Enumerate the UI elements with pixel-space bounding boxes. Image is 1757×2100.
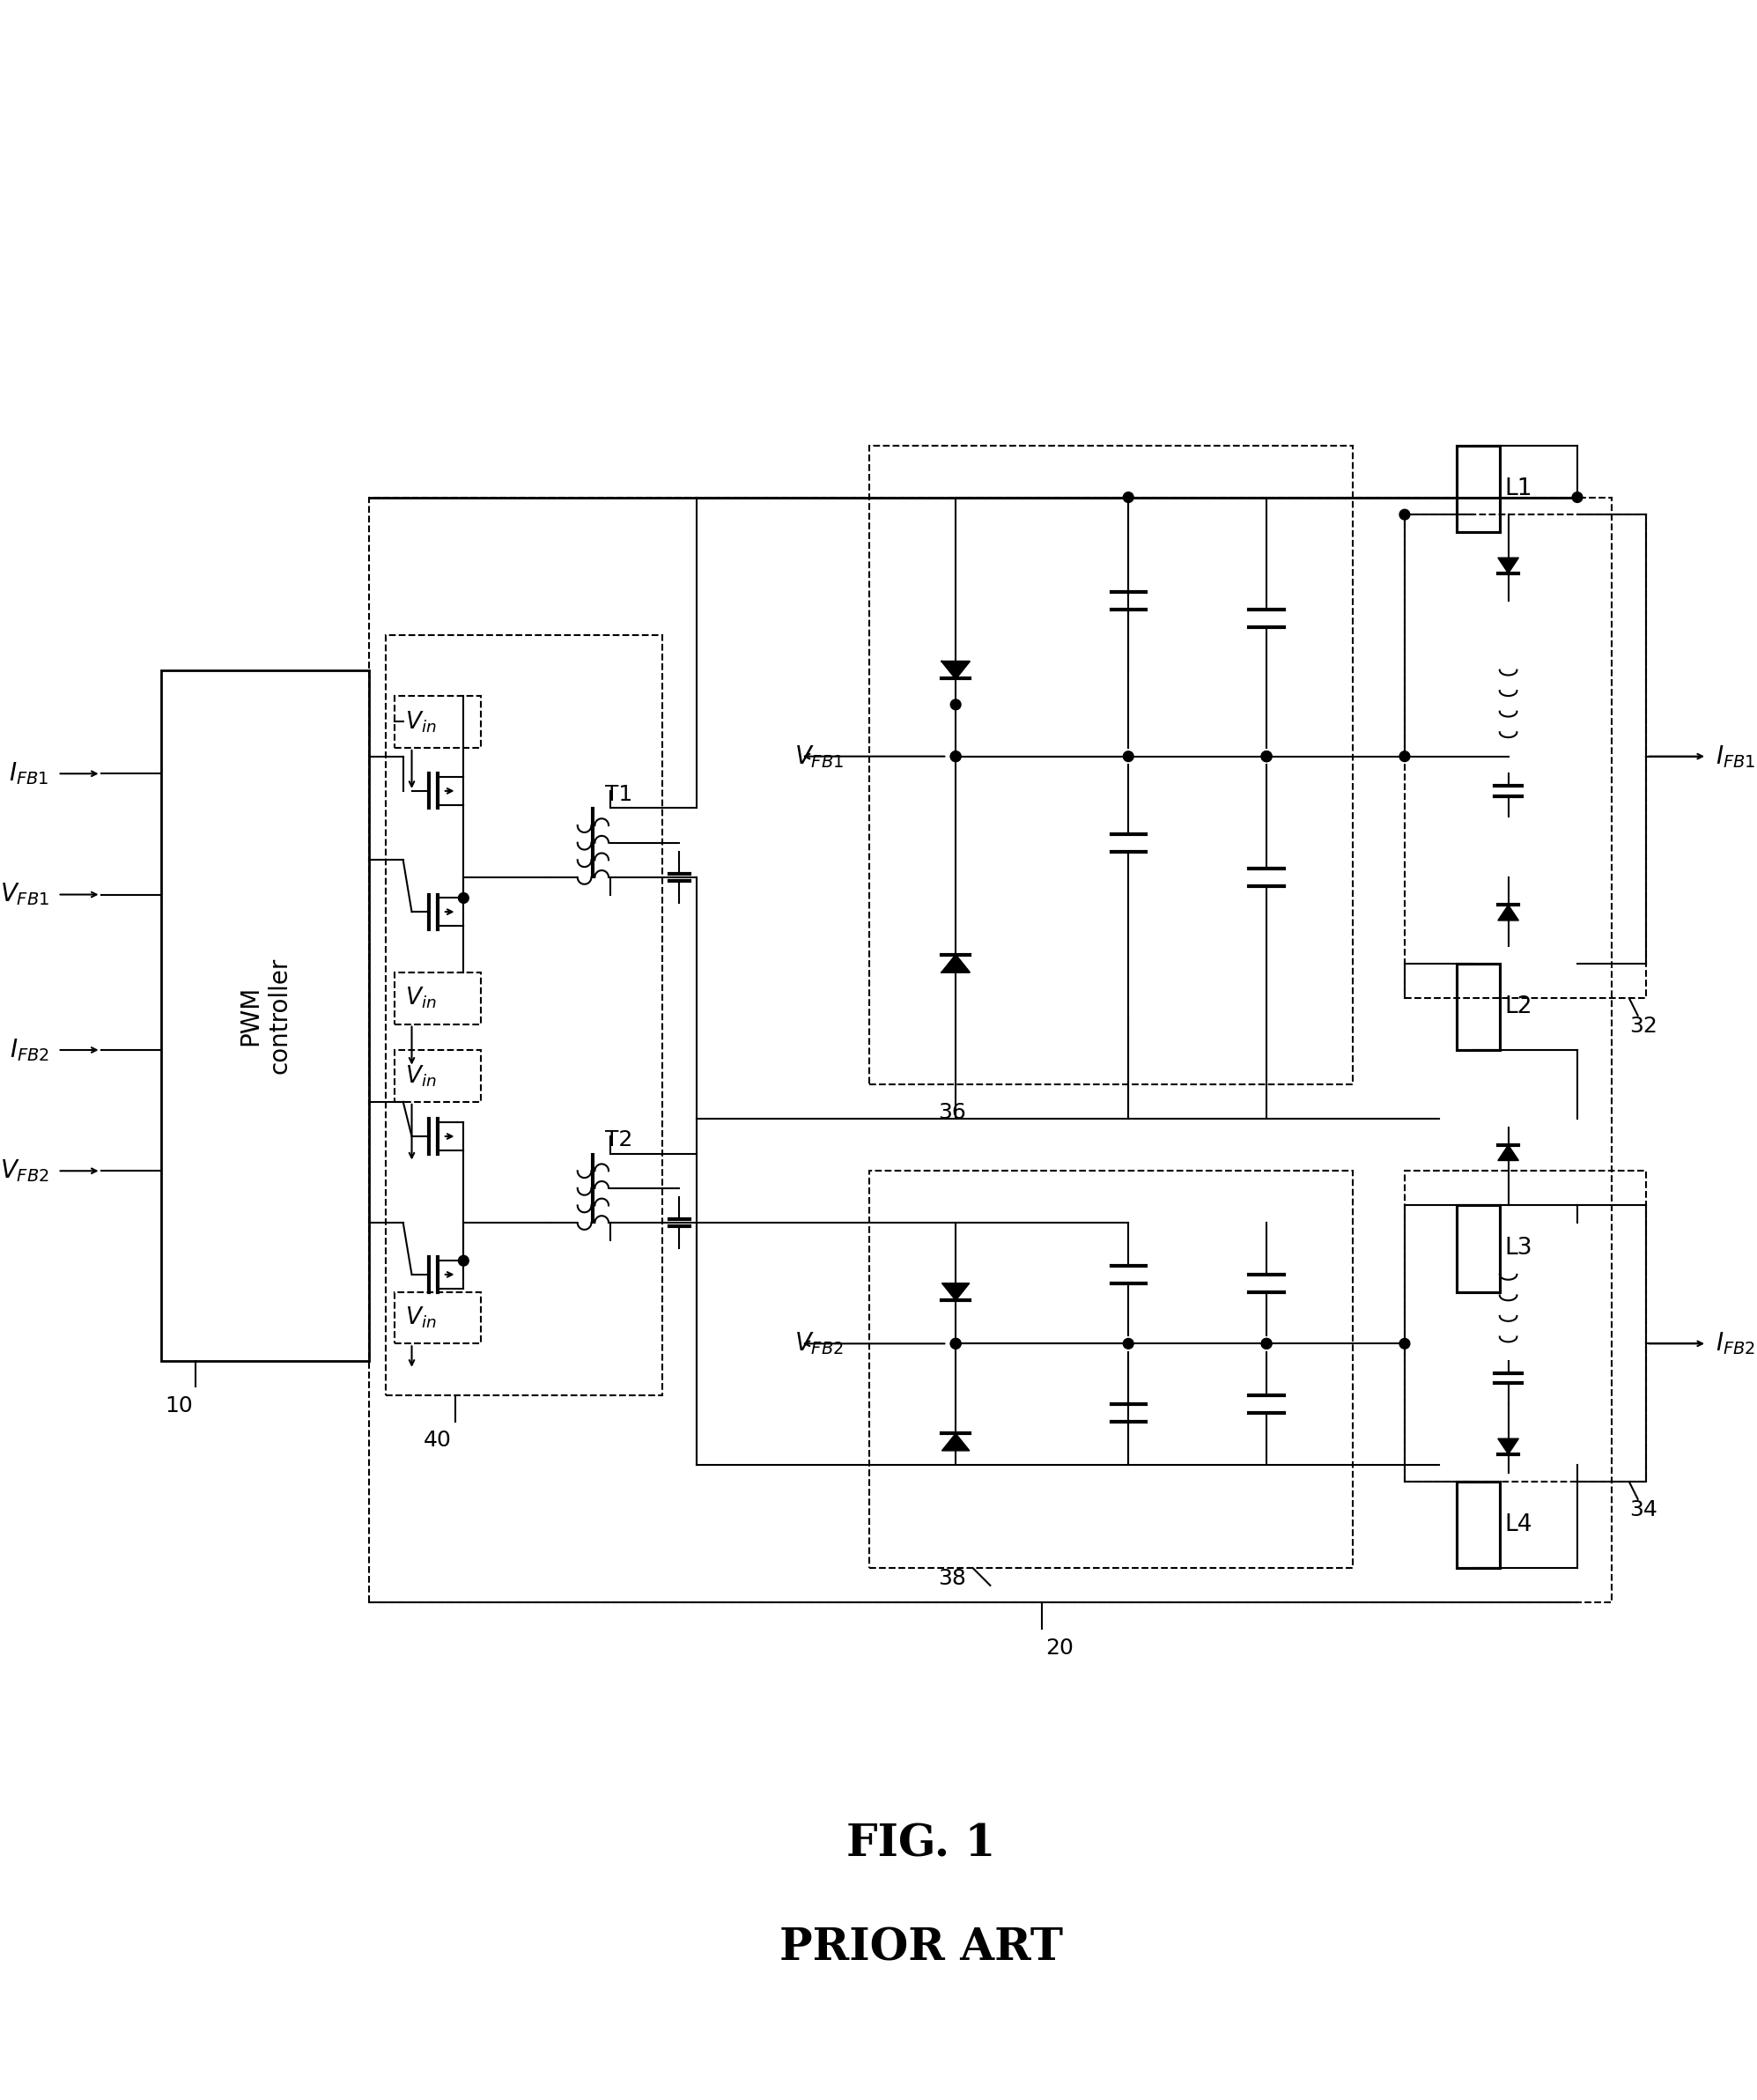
Circle shape <box>459 892 469 903</box>
Text: 34: 34 <box>1629 1499 1657 1520</box>
Text: L3: L3 <box>1504 1237 1532 1260</box>
Text: $V_{FB1}$: $V_{FB1}$ <box>0 882 49 907</box>
Text: L1: L1 <box>1504 477 1532 500</box>
Bar <box>1457 445 1500 531</box>
Circle shape <box>1123 1338 1133 1348</box>
Text: $V_{FB1}$: $V_{FB1}$ <box>794 743 843 769</box>
Bar <box>1404 1172 1646 1483</box>
Text: $V_{in}$: $V_{in}$ <box>404 1063 436 1088</box>
Circle shape <box>951 752 961 762</box>
Circle shape <box>459 1256 469 1266</box>
Text: $I_{FB1}$: $I_{FB1}$ <box>1715 743 1755 769</box>
Text: $V_{in}$: $V_{in}$ <box>404 985 436 1010</box>
Polygon shape <box>1499 905 1518 920</box>
Circle shape <box>1262 1338 1272 1348</box>
Circle shape <box>1573 491 1583 502</box>
Text: PWM
controller: PWM controller <box>239 958 292 1073</box>
Circle shape <box>1262 752 1272 762</box>
Text: L4: L4 <box>1504 1514 1532 1537</box>
Text: $I_{FB1}$: $I_{FB1}$ <box>9 760 49 788</box>
Polygon shape <box>942 1283 970 1300</box>
Circle shape <box>951 752 961 762</box>
Bar <box>395 1292 481 1344</box>
Polygon shape <box>1499 1145 1518 1161</box>
Bar <box>395 1050 481 1102</box>
Text: $V_{FB2}$: $V_{FB2}$ <box>794 1331 843 1357</box>
Text: 36: 36 <box>938 1102 966 1124</box>
Polygon shape <box>1499 559 1518 573</box>
Text: L2: L2 <box>1504 995 1532 1018</box>
Bar <box>1457 964 1500 1050</box>
Circle shape <box>1262 1338 1272 1348</box>
Circle shape <box>1400 510 1409 521</box>
Circle shape <box>1262 752 1272 762</box>
Text: 38: 38 <box>938 1569 966 1590</box>
Circle shape <box>1400 1338 1409 1348</box>
Text: 20: 20 <box>1045 1638 1074 1659</box>
Text: 10: 10 <box>165 1394 193 1418</box>
Text: $V_{in}$: $V_{in}$ <box>404 710 436 735</box>
Circle shape <box>951 699 961 710</box>
Bar <box>870 1172 1353 1569</box>
Bar <box>387 636 662 1394</box>
Text: PRIOR ART: PRIOR ART <box>780 1926 1063 1970</box>
Polygon shape <box>942 1434 970 1451</box>
Text: $I_{FB2}$: $I_{FB2}$ <box>1715 1331 1755 1357</box>
Text: $V_{in}$: $V_{in}$ <box>404 1306 436 1329</box>
Text: T2: T2 <box>604 1130 633 1151</box>
Bar <box>395 695 481 748</box>
Circle shape <box>1123 491 1133 502</box>
Bar <box>1457 1483 1500 1569</box>
Text: FIG. 1: FIG. 1 <box>847 1823 996 1867</box>
Circle shape <box>1123 752 1133 762</box>
Bar <box>395 972 481 1025</box>
Text: 40: 40 <box>423 1430 452 1451</box>
Circle shape <box>1262 752 1272 762</box>
Text: $V_{FB2}$: $V_{FB2}$ <box>0 1157 49 1184</box>
Bar <box>1457 1205 1500 1292</box>
Bar <box>369 498 1611 1602</box>
Circle shape <box>1400 752 1409 762</box>
Polygon shape <box>942 956 970 972</box>
Circle shape <box>951 1338 961 1348</box>
Bar <box>1404 514 1646 998</box>
Polygon shape <box>942 662 970 678</box>
Polygon shape <box>1499 1439 1518 1453</box>
Circle shape <box>951 1338 961 1348</box>
Text: $I_{FB2}$: $I_{FB2}$ <box>9 1037 49 1063</box>
Text: 32: 32 <box>1629 1016 1657 1037</box>
Bar <box>870 445 1353 1084</box>
Text: T1: T1 <box>604 783 633 804</box>
Bar <box>162 670 369 1361</box>
